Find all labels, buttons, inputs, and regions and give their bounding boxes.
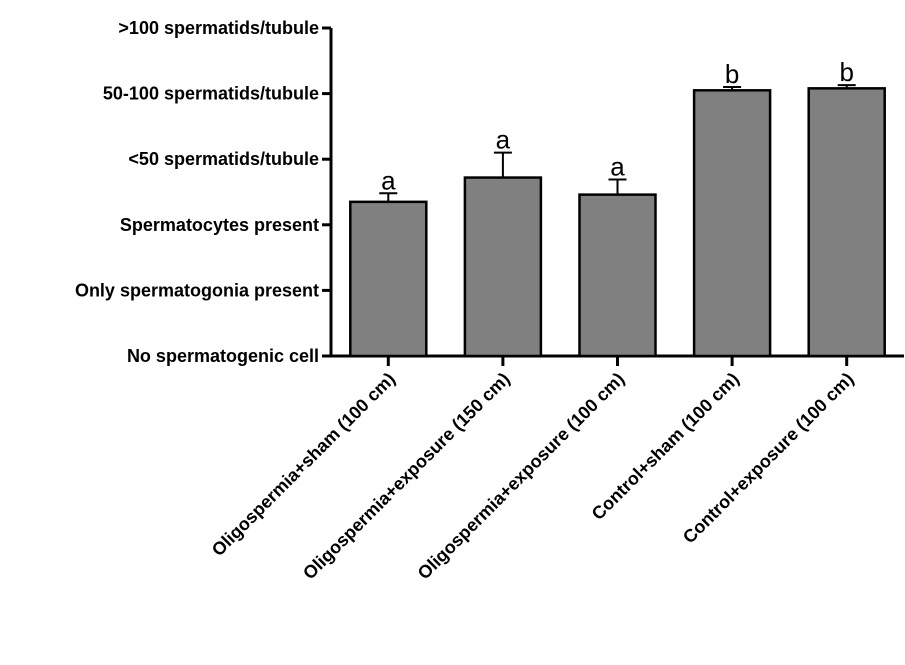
significance-label: a bbox=[610, 152, 625, 182]
bar bbox=[349, 200, 428, 358]
y-tick-label: Spermatocytes present bbox=[120, 215, 319, 235]
bar bbox=[807, 87, 886, 358]
bar bbox=[578, 193, 657, 358]
x-tick-labels: Oligospermia+sham (100 cm)Oligospermia+e… bbox=[208, 369, 858, 584]
significance-labels: a a a b b bbox=[381, 57, 854, 195]
significance-label: a bbox=[496, 125, 511, 155]
bar bbox=[692, 89, 772, 358]
x-tick-label: Oligospermia+exposure (150 cm) bbox=[299, 369, 514, 584]
x-axis bbox=[331, 354, 904, 366]
bar bbox=[463, 176, 543, 358]
y-tick-label: Only spermatogonia present bbox=[75, 280, 319, 300]
y-tick-label: 50-100 spermatids/tubule bbox=[103, 84, 319, 104]
x-tick-label: Oligospermia+exposure (100 cm) bbox=[414, 369, 629, 584]
y-tick-label: >100 spermatids/tubule bbox=[118, 18, 319, 38]
significance-label: b bbox=[725, 59, 739, 89]
significance-label: a bbox=[381, 165, 396, 195]
x-tick-label: Oligospermia+sham (100 cm) bbox=[208, 369, 399, 560]
significance-label: b bbox=[839, 57, 853, 87]
y-axis: No spermatogenic cell Only spermatogonia … bbox=[75, 18, 333, 366]
y-tick-label: <50 spermatids/tubule bbox=[128, 149, 319, 169]
bars bbox=[349, 87, 886, 358]
y-tick-label: No spermatogenic cell bbox=[127, 346, 319, 366]
error-bars bbox=[379, 84, 856, 202]
